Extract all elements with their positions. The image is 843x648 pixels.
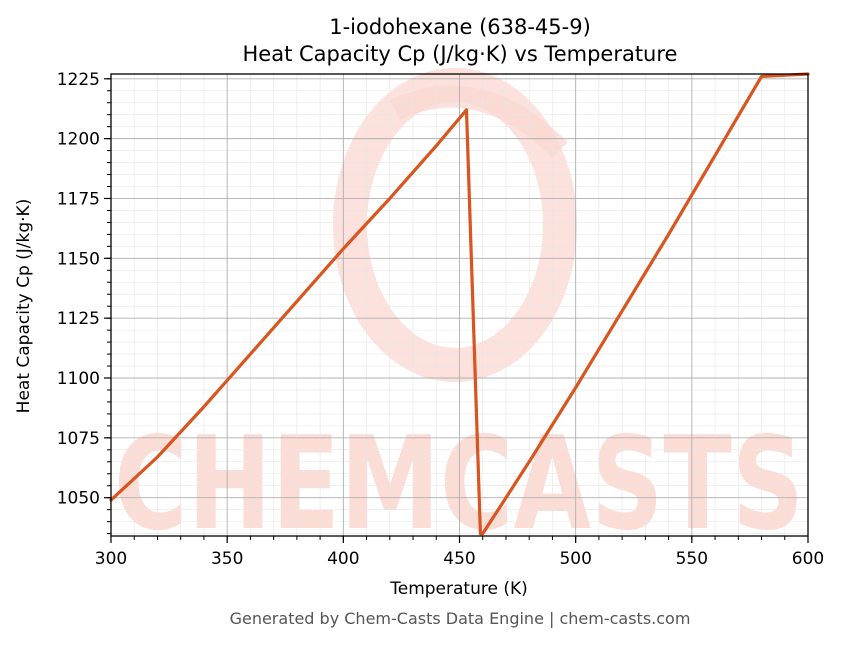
y-tick-label: 1150 [57, 249, 100, 269]
watermark-logo-swoosh [390, 85, 568, 158]
series-layer [109, 72, 810, 536]
x-tick-label: 600 [792, 549, 824, 569]
chart-subtitle: Heat Capacity Cp (J/kg·K) vs Temperature [243, 42, 678, 66]
y-tick-label: 1225 [57, 70, 100, 90]
x-tick-label: 450 [443, 549, 475, 569]
y-tick-label: 1075 [57, 429, 100, 449]
ticks: 300 350 400 450 500 550 600 1050 1075 1100 1125 115… [57, 70, 824, 569]
watermark: CHEMCASTS [114, 68, 804, 559]
y-tick-label: 1050 [57, 489, 100, 509]
series-line [109, 72, 810, 536]
x-axis-label: Temperature (K) [389, 579, 528, 599]
watermark-text: CHEMCASTS [114, 410, 804, 559]
watermark-logo-ring [333, 68, 577, 382]
y-tick-label: 1100 [57, 369, 100, 389]
x-tick-label: 300 [95, 549, 127, 569]
x-tick-label: 550 [676, 549, 708, 569]
chart-title: 1-iodohexane (638-45-9) [329, 15, 591, 39]
footer-text: Generated by Chem-Casts Data Engine | ch… [230, 609, 691, 628]
x-tick-label: 500 [559, 549, 591, 569]
y-tick-label: 1200 [57, 130, 100, 150]
x-tick-label: 350 [211, 549, 243, 569]
y-tick-label: 1175 [57, 189, 100, 209]
y-tick-label: 1125 [57, 309, 100, 329]
x-tick-label: 400 [327, 549, 359, 569]
y-axis-label: Heat Capacity Cp (J/kg·K) [14, 199, 34, 414]
